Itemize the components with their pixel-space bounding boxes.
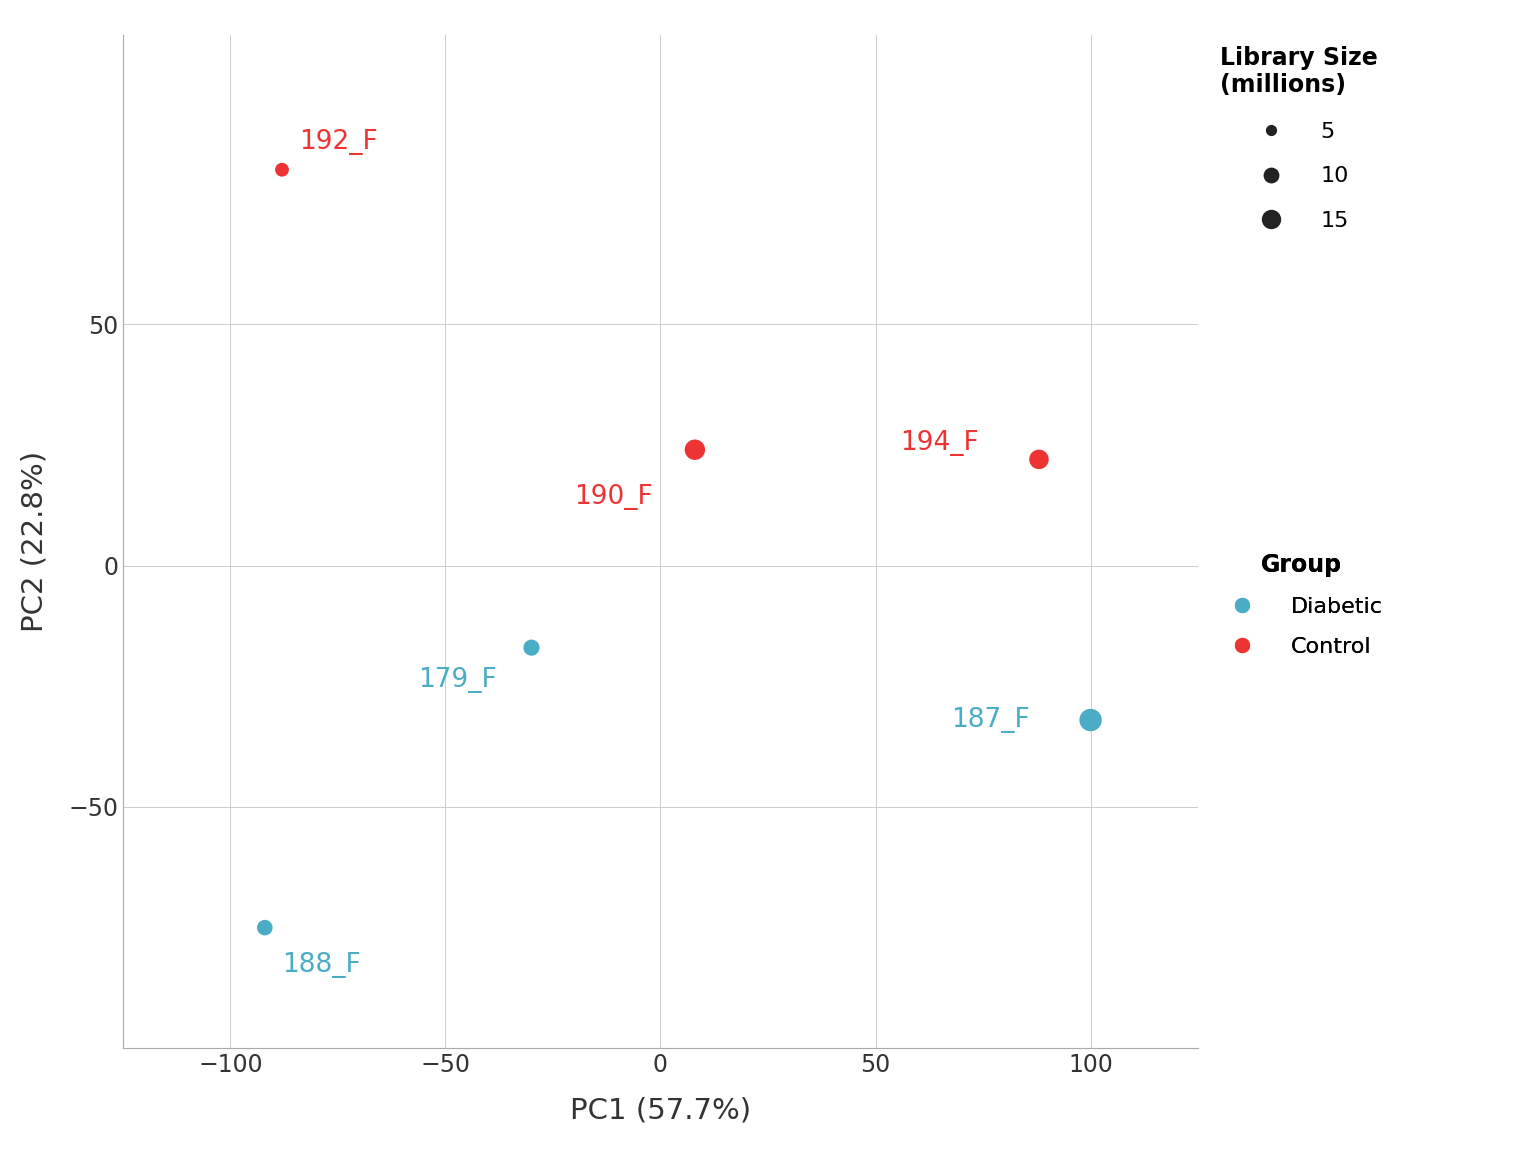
- Text: 194_F: 194_F: [900, 431, 978, 456]
- X-axis label: PC1 (57.7%): PC1 (57.7%): [570, 1097, 751, 1124]
- Point: [270, 160, 295, 179]
- Text: 179_F: 179_F: [418, 667, 498, 694]
- Legend: Diabetic, Control: Diabetic, Control: [1220, 553, 1382, 657]
- Point: [1078, 711, 1103, 729]
- Text: 192_F: 192_F: [300, 129, 378, 156]
- Text: 188_F: 188_F: [283, 952, 361, 978]
- Point: [519, 638, 544, 657]
- Point: [682, 440, 707, 458]
- Text: 187_F: 187_F: [952, 707, 1031, 733]
- Y-axis label: PC2 (22.8%): PC2 (22.8%): [20, 450, 49, 632]
- Point: [1026, 450, 1051, 469]
- Text: 190_F: 190_F: [574, 484, 653, 509]
- Point: [252, 918, 276, 937]
